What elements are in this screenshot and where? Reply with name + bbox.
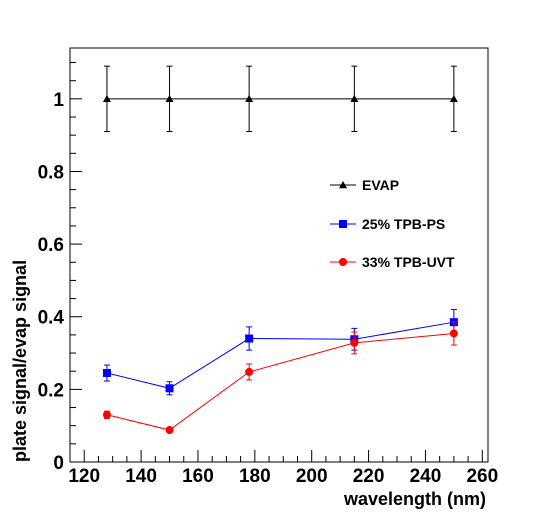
series-line — [106, 332, 454, 431]
x-tick-label: 120 — [68, 466, 100, 487]
data-point — [339, 181, 347, 189]
x-tick-label: 220 — [353, 466, 385, 487]
data-point — [245, 334, 254, 343]
series-layer — [102, 65, 458, 435]
x-axis-title: wavelength (nm) — [343, 489, 486, 509]
y-tick-label: 0.2 — [38, 380, 64, 401]
x-tick-label: 160 — [182, 466, 214, 487]
legend-label: EVAP — [362, 177, 399, 193]
data-point — [165, 384, 174, 393]
data-point — [102, 94, 111, 103]
x-tick-label: 180 — [239, 466, 271, 487]
series-circle — [102, 321, 458, 435]
data-point — [339, 258, 347, 266]
data-point — [339, 220, 347, 228]
x-tick-label: 240 — [410, 466, 442, 487]
y-tick-label: 0.8 — [38, 162, 64, 183]
x-tick-label: 200 — [296, 466, 328, 487]
data-point — [449, 329, 458, 338]
y-axis-ticks: 0 0.2 0.4 0.6 0.8 1 — [38, 62, 82, 474]
data-point — [350, 94, 359, 103]
data-point — [449, 94, 458, 103]
y-tick-label: 0 — [53, 453, 64, 474]
plot-frame — [69, 47, 489, 463]
x-axis-ticks: 120 140 160 180 200 220 240 260 — [68, 450, 498, 487]
data-point — [350, 338, 359, 347]
data-point — [245, 94, 254, 103]
series-line — [106, 321, 454, 389]
series-square — [102, 308, 458, 396]
legend-entry: 33% TPB-UVT — [330, 254, 455, 270]
data-point — [102, 410, 111, 419]
y-tick-label: 1 — [53, 90, 64, 111]
legend-label: 33% TPB-UVT — [362, 254, 455, 270]
x-tick-label: 260 — [466, 466, 498, 487]
legend-label: 25% TPB-PS — [362, 216, 445, 232]
y-tick-label: 0.6 — [38, 235, 64, 256]
legend: EVAP 25% TPB-PS 33% TPB-UVT — [330, 177, 455, 270]
legend-entry: EVAP — [330, 177, 399, 193]
data-point — [165, 94, 174, 103]
data-point — [102, 369, 111, 378]
x-tick-label: 140 — [125, 466, 157, 487]
data-point — [165, 426, 174, 435]
legend-entry: 25% TPB-PS — [330, 216, 445, 232]
y-axis-title: plate signal/evap signal — [10, 260, 30, 462]
data-point — [245, 367, 254, 376]
y-tick-label: 0.4 — [38, 308, 65, 329]
series-triangle — [102, 65, 458, 133]
